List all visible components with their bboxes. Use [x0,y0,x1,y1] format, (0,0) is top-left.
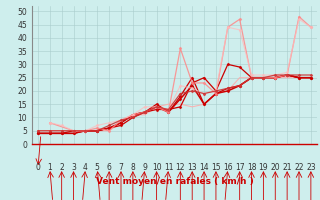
Text: 19: 19 [259,163,268,172]
Text: 13: 13 [188,163,197,172]
Text: 21: 21 [282,163,292,172]
Text: 17: 17 [235,163,244,172]
Text: 15: 15 [211,163,221,172]
Text: 4: 4 [83,163,88,172]
Text: 0: 0 [36,163,40,172]
Text: 11: 11 [164,163,173,172]
Text: 2: 2 [59,163,64,172]
Text: 1: 1 [47,163,52,172]
Text: 20: 20 [270,163,280,172]
Text: 9: 9 [142,163,147,172]
Text: 8: 8 [131,163,135,172]
Text: 3: 3 [71,163,76,172]
Text: 22: 22 [294,163,304,172]
Text: 12: 12 [176,163,185,172]
Text: 10: 10 [152,163,161,172]
Text: 14: 14 [199,163,209,172]
Text: Vent moyen/en rafales ( km/h ): Vent moyen/en rafales ( km/h ) [96,177,253,186]
Text: 16: 16 [223,163,233,172]
Text: 5: 5 [95,163,100,172]
Text: 18: 18 [247,163,256,172]
Text: 6: 6 [107,163,112,172]
Text: 7: 7 [119,163,124,172]
Text: 23: 23 [306,163,316,172]
